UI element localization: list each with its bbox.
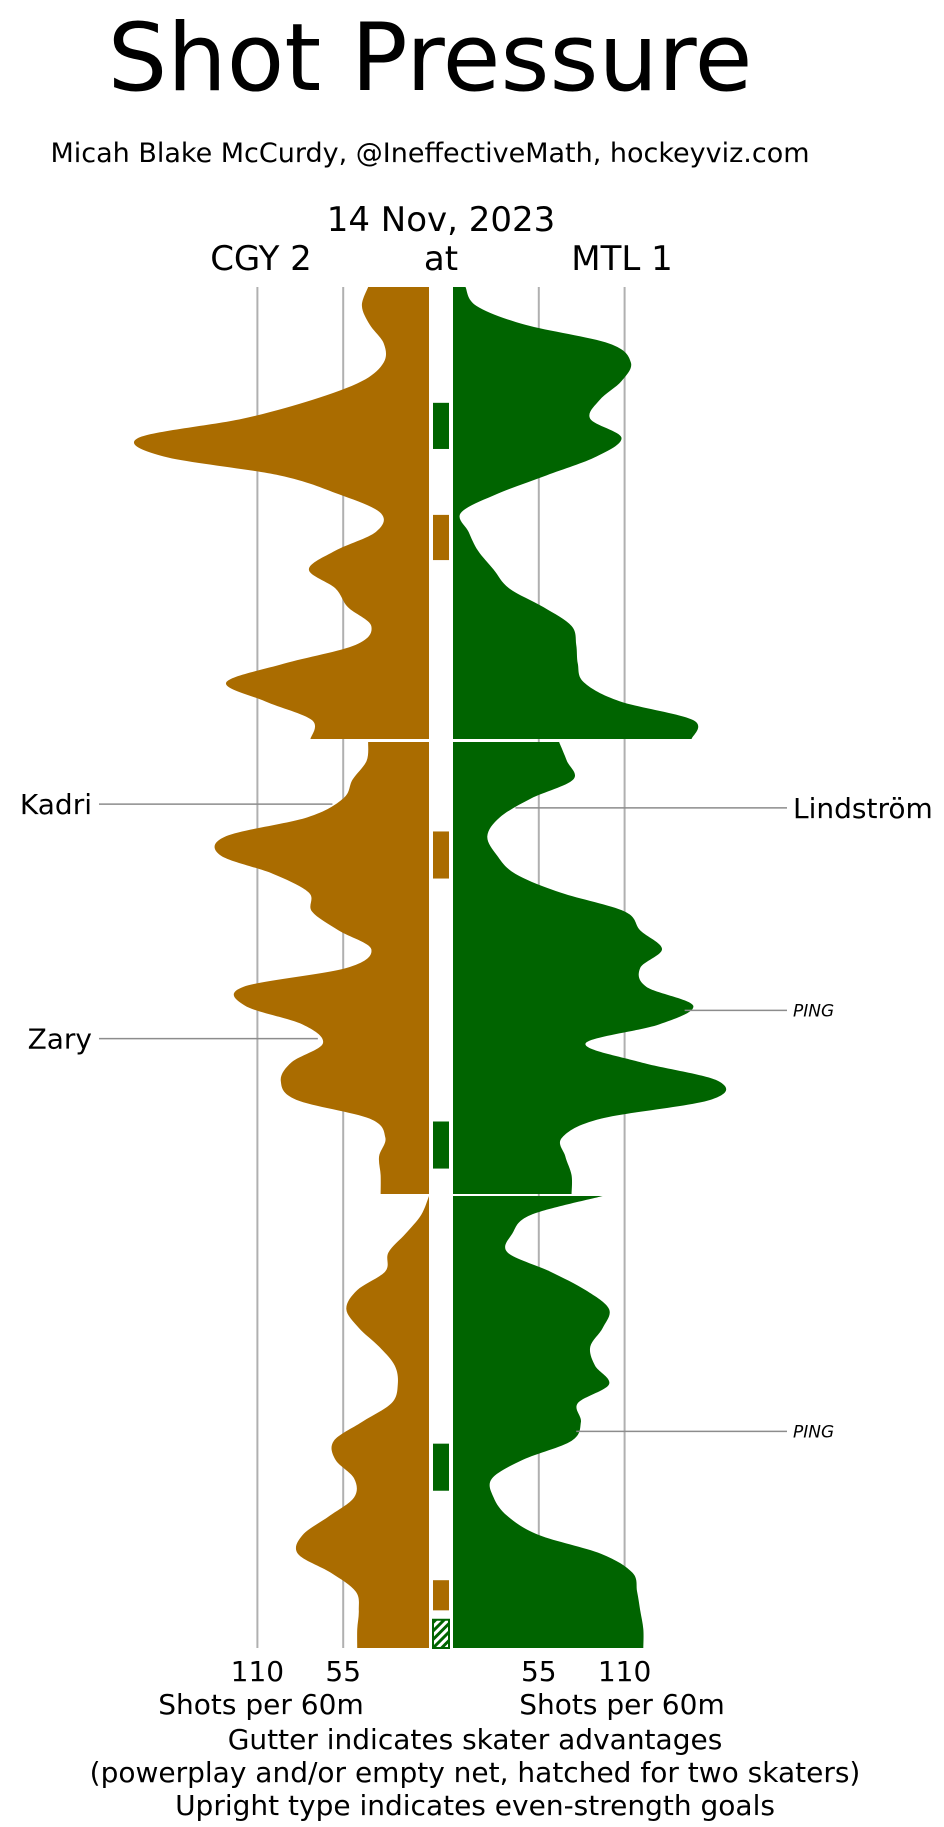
footer-line-3: Upright type indicates even-strength goa… <box>175 1789 775 1822</box>
gutter-bar-3 <box>433 831 449 879</box>
at-label: at <box>424 239 458 279</box>
goal-label-1: Kadri <box>20 788 92 821</box>
tick-label-home-55: 55 <box>521 1655 557 1688</box>
gutter-bar-6 <box>433 1580 449 1611</box>
away-team-label: CGY 2 <box>210 239 312 279</box>
pressure-areas <box>133 287 727 1648</box>
away-xlabel: Shots per 60m <box>158 1688 363 1721</box>
away-area-period-3 <box>295 1196 429 1648</box>
gutter-bar-2 <box>433 514 449 561</box>
axis-ticks: 55 55 110 110 <box>231 1655 652 1688</box>
home-team-label: MTL 1 <box>571 239 673 279</box>
advantage-gutter <box>432 402 450 1649</box>
gutter-bar-5 <box>433 1443 449 1491</box>
footer-line-1: Gutter indicates skater advantages <box>228 1723 723 1756</box>
chart-subtitle: Micah Blake McCurdy, @IneffectiveMath, h… <box>50 138 809 169</box>
goal-annotations: Kadri Zary Lindström PING PING <box>20 788 933 1442</box>
gutter-bar-1 <box>433 402 449 449</box>
goal-label-3: Lindström <box>793 792 933 825</box>
tick-label-away-55: 55 <box>325 1655 361 1688</box>
goal-label-5: PING <box>793 1422 834 1442</box>
footer-line-2: (powerplay and/or empty net, hatched for… <box>90 1756 861 1789</box>
gutter-bar-4 <box>433 1121 449 1169</box>
away-area-period-2 <box>214 742 429 1194</box>
home-xlabel: Shots per 60m <box>519 1688 724 1721</box>
game-date: 14 Nov, 2023 <box>327 200 556 240</box>
gutter-bar-7 <box>432 1618 450 1649</box>
home-area-period-3 <box>453 1196 644 1648</box>
away-area-period-1 <box>133 287 429 739</box>
home-area-period-1 <box>453 287 699 739</box>
goal-label-2: Zary <box>28 1023 92 1056</box>
tick-label-away-110: 110 <box>231 1655 284 1688</box>
chart-title: Shot Pressure <box>108 4 753 113</box>
home-area-period-2 <box>453 742 727 1194</box>
tick-label-home-110: 110 <box>598 1655 651 1688</box>
goal-label-4: PING <box>793 1001 834 1021</box>
